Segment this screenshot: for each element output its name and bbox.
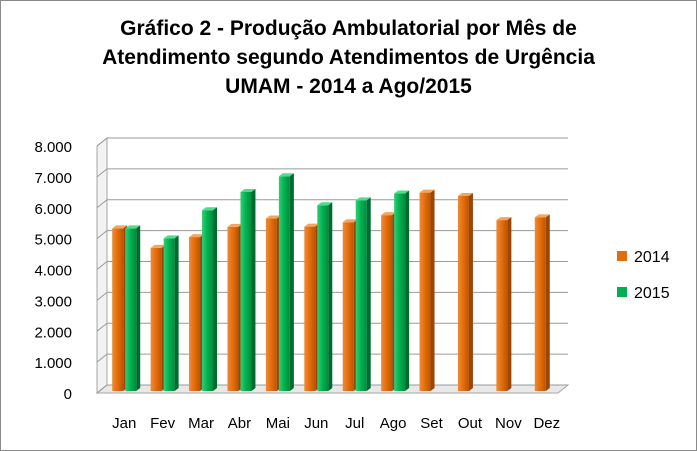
y-tick-label: 7.000 bbox=[34, 170, 72, 187]
chart-title: Gráfico 2 - Produção Ambulatorial por Mê… bbox=[0, 14, 697, 101]
bar-2014-mar bbox=[189, 234, 205, 391]
bar-2014-nov bbox=[496, 217, 512, 391]
legend-swatch-2014 bbox=[617, 251, 627, 261]
bar-2015-mai bbox=[278, 173, 294, 391]
bar-2015-ago bbox=[394, 190, 410, 391]
y-tick-label: 6.000 bbox=[34, 201, 72, 218]
x-tick-label: Dez bbox=[533, 415, 560, 432]
chart-title-line-2: Atendimento segundo Atendimentos de Urgê… bbox=[102, 46, 595, 69]
x-tick-label: Mai bbox=[266, 415, 290, 432]
bar-2015-jan bbox=[125, 225, 141, 391]
bar-2015-abr bbox=[240, 189, 256, 391]
x-tick-label: Fev bbox=[150, 415, 176, 432]
bars bbox=[112, 173, 550, 391]
y-tick-label: 8.000 bbox=[34, 139, 72, 156]
x-tick-label: Jun bbox=[304, 415, 328, 432]
gridlines bbox=[96, 137, 568, 394]
gridline-depth bbox=[96, 199, 108, 209]
y-tick-label: 5.000 bbox=[34, 232, 72, 249]
y-tick-label: 1.000 bbox=[34, 355, 72, 372]
x-tick-label: Set bbox=[420, 415, 443, 432]
y-axis-ticks: 0 1.000 2.000 3.000 4.000 5.000 6.000 7.000 8.00… bbox=[34, 139, 72, 403]
gridline-depth bbox=[96, 384, 108, 394]
y-tick-label: 4.000 bbox=[34, 263, 72, 280]
y-tick-label: 2.000 bbox=[34, 324, 72, 341]
x-tick-label: Abr bbox=[228, 415, 251, 432]
legend-swatch-2015 bbox=[617, 287, 627, 297]
x-tick-label: Nov bbox=[495, 415, 522, 432]
bar-2014-abr bbox=[227, 223, 243, 391]
bar-2014-dez bbox=[534, 214, 550, 391]
gridline-depth bbox=[96, 230, 108, 240]
bar-2014-jul bbox=[342, 219, 358, 391]
bar-2014-fev bbox=[150, 244, 166, 391]
x-tick-label: Mar bbox=[188, 415, 214, 432]
bar-2015-fev bbox=[163, 235, 179, 391]
legend: 2014 2015 bbox=[617, 249, 670, 302]
gridline-depth bbox=[96, 261, 108, 270]
chart-title-line-3: UMAM - 2014 a Ago/2015 bbox=[225, 75, 472, 98]
y-tick-label: 3.000 bbox=[34, 293, 72, 310]
bar-2014-jun bbox=[304, 223, 320, 391]
x-tick-label: Jul bbox=[345, 415, 364, 432]
gridline-depth bbox=[96, 353, 108, 363]
bar-2014-mai bbox=[265, 215, 281, 391]
x-tick-label: Out bbox=[458, 415, 483, 432]
x-axis-ticks: Jan Fev Mar Abr Mai Jun Jul Ago Set Out Nov Dez bbox=[112, 415, 560, 432]
y-tick-label: 0 bbox=[64, 386, 72, 403]
gridline-depth bbox=[96, 322, 108, 332]
legend-label-2015: 2015 bbox=[634, 285, 670, 302]
bar-2015-jul bbox=[355, 197, 371, 391]
gridline-depth bbox=[96, 137, 108, 147]
bar-2014-set bbox=[419, 189, 435, 391]
gridline-depth bbox=[96, 168, 108, 178]
gridline-depth bbox=[96, 291, 108, 301]
bar-2015-jun bbox=[317, 202, 333, 391]
bar-2014-ago bbox=[381, 212, 397, 391]
legend-label-2014: 2014 bbox=[634, 249, 670, 266]
bar-2014-jan bbox=[112, 225, 128, 391]
chart-title-line-1: Gráfico 2 - Produção Ambulatorial por Mê… bbox=[120, 17, 577, 40]
x-tick-label: Jan bbox=[112, 415, 136, 432]
bar-2014-out bbox=[457, 193, 473, 391]
x-tick-label: Ago bbox=[380, 415, 407, 432]
bar-2015-mar bbox=[202, 207, 218, 391]
